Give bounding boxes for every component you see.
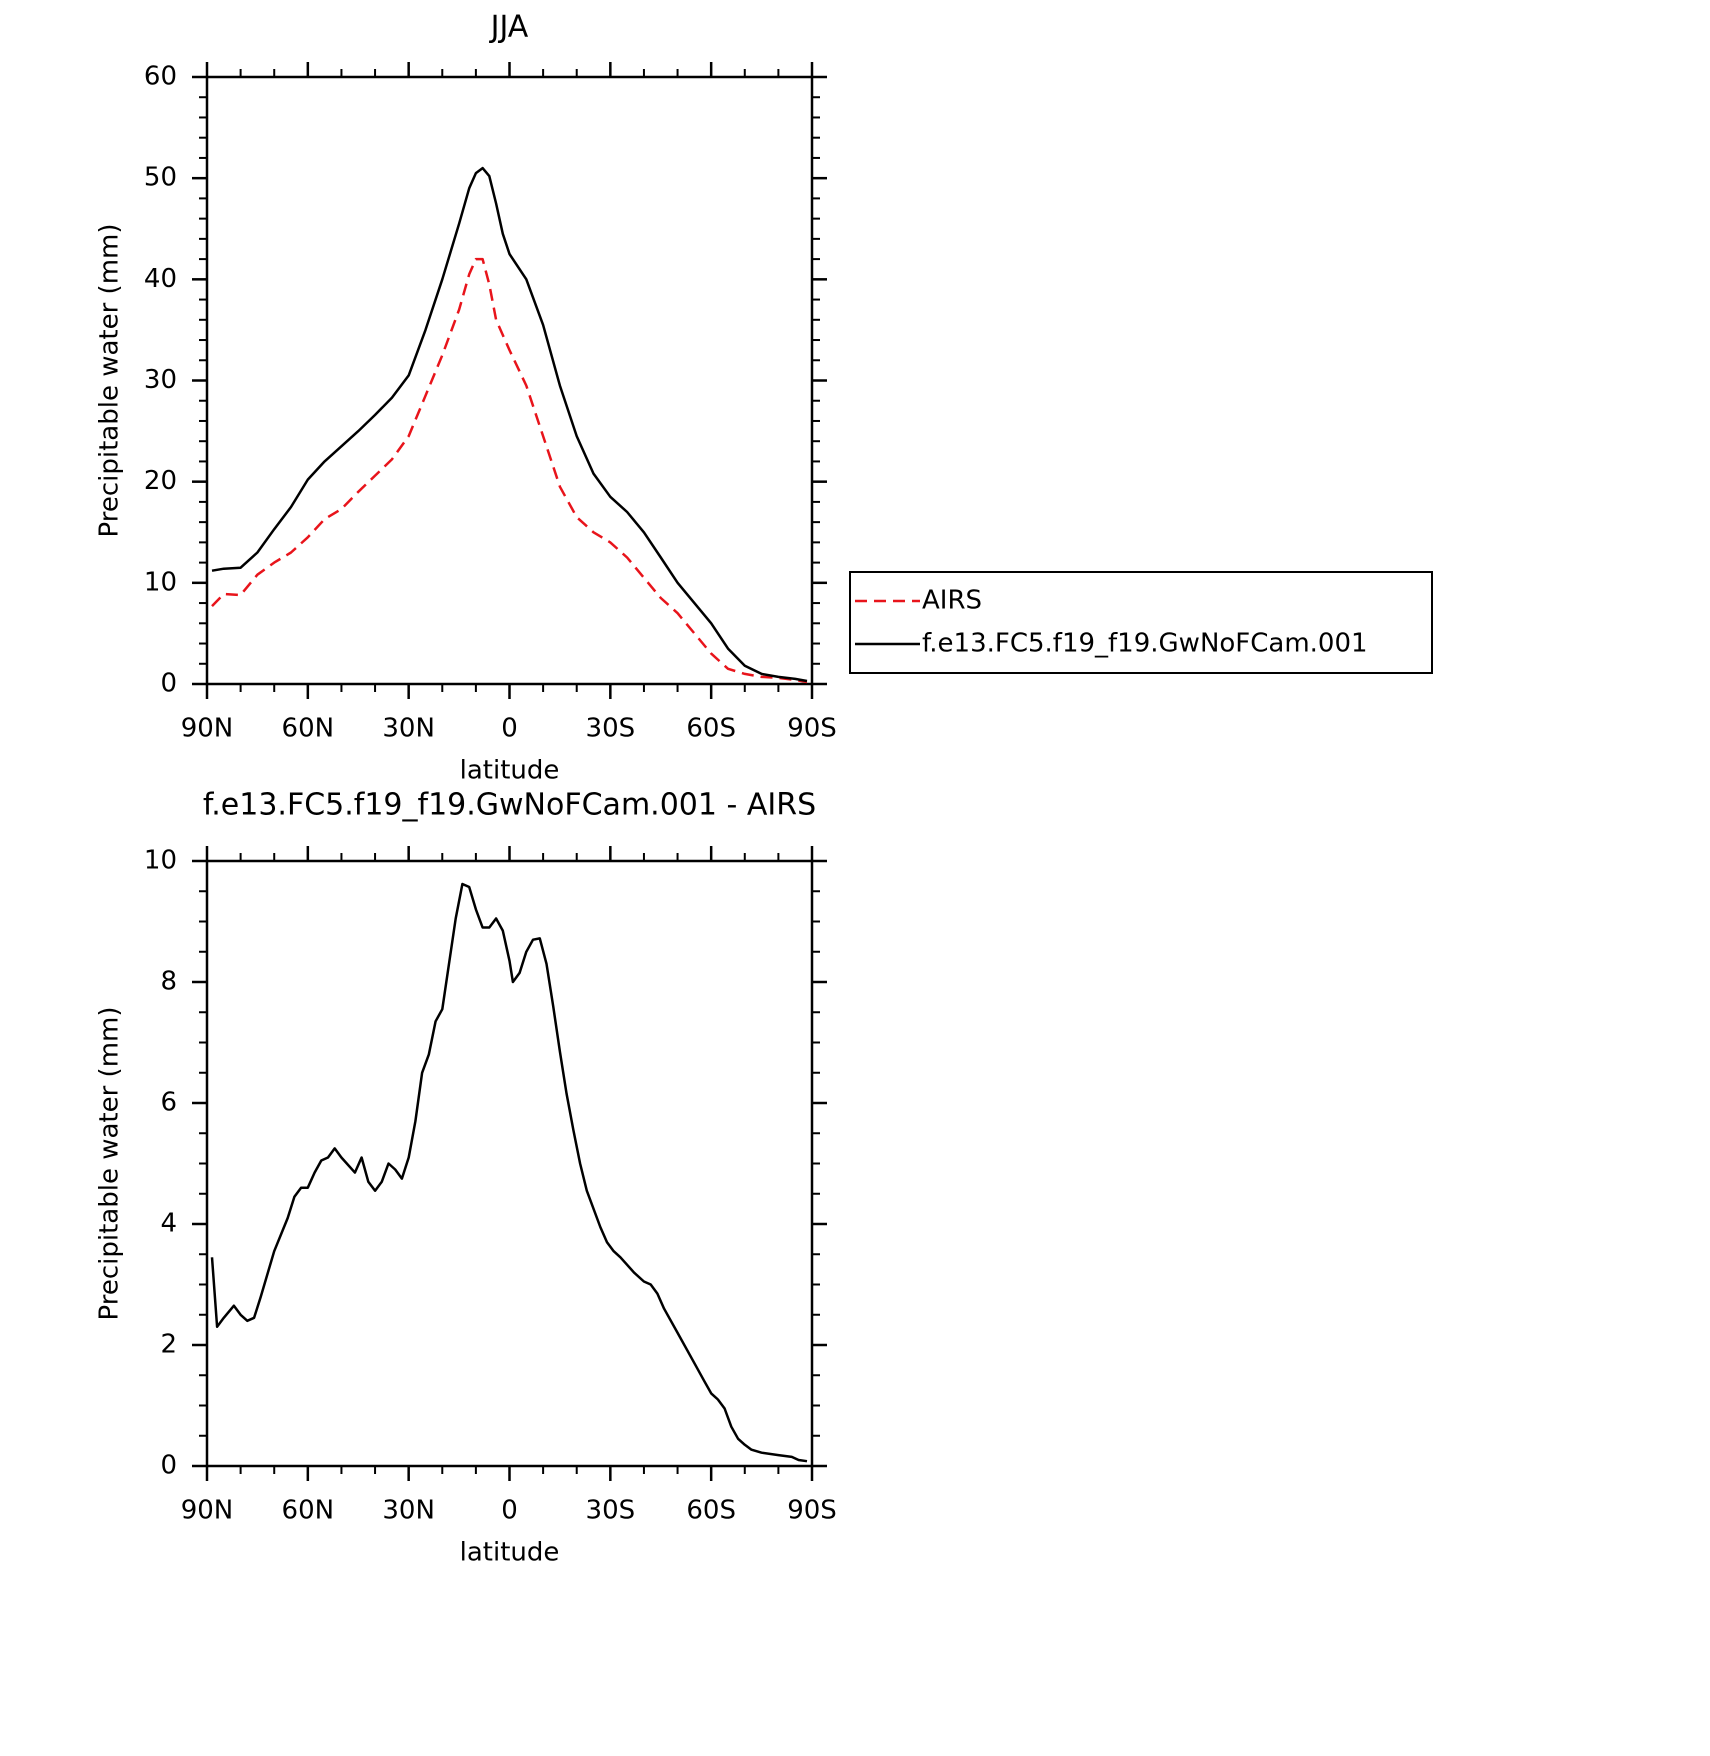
plot-frame: [205, 75, 814, 686]
y-axis-label: Precipitable water (mm): [95, 224, 125, 538]
x-tick-label: 90N: [181, 714, 234, 744]
x-tick-label: 0: [501, 1496, 518, 1526]
y-tick-label: 6: [160, 1088, 177, 1118]
y-tick-label: 2: [160, 1330, 177, 1360]
x-tick-label: 30N: [382, 1496, 435, 1526]
x-tick-label: 0: [501, 714, 518, 744]
x-tick-label: 30S: [586, 1496, 636, 1526]
y-axis-label: Precipitable water (mm): [95, 1007, 125, 1321]
x-tick-label: 60N: [282, 1496, 335, 1526]
y-tick-label: 8: [160, 967, 177, 997]
x-tick-label: 30S: [586, 714, 636, 744]
x-axis-label: latitude: [460, 756, 560, 786]
y-tick-label: 50: [144, 163, 177, 193]
x-tick-label: 90S: [787, 714, 837, 744]
data-line: [211, 257, 808, 684]
y-tick-label: 10: [144, 846, 177, 876]
y-tick-label: 20: [144, 466, 177, 496]
x-tick-label: 60S: [686, 714, 736, 744]
x-tick-label: 90S: [787, 1496, 837, 1526]
plot-frame: [205, 859, 814, 1468]
chart-title: f.e13.FC5.f19_f19.GwNoFCam.001 - AIRS: [203, 788, 816, 823]
y-tick-label: 10: [144, 567, 177, 597]
y-tick-label: 40: [144, 264, 177, 294]
y-tick-label: 4: [160, 1209, 177, 1239]
legend-label: f.e13.FC5.f19_f19.GwNoFCam.001: [922, 629, 1368, 659]
x-tick-label: 60N: [282, 714, 335, 744]
chart-title: JJA: [489, 10, 529, 45]
x-tick-label: 30N: [382, 714, 435, 744]
legend-box: [849, 571, 1433, 674]
x-axis-label: latitude: [460, 1538, 560, 1568]
legend-label: AIRS: [922, 586, 982, 616]
x-tick-label: 90N: [181, 1496, 234, 1526]
y-tick-label: 60: [144, 62, 177, 92]
x-tick-label: 60S: [686, 1496, 736, 1526]
y-tick-label: 0: [160, 669, 177, 699]
data-line: [210, 882, 808, 1463]
y-tick-label: 30: [144, 365, 177, 395]
data-line: [211, 166, 808, 683]
y-tick-label: 0: [160, 1451, 177, 1481]
